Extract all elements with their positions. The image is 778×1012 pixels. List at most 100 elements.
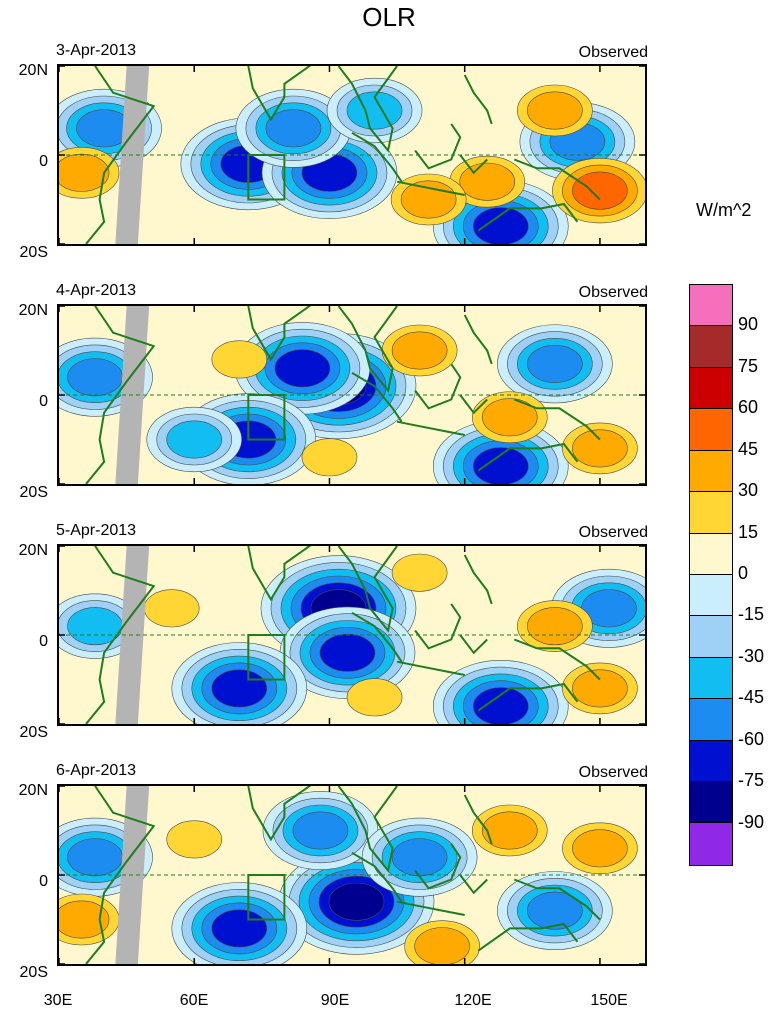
colorbar-tick-label: -15 xyxy=(738,604,765,625)
x-tick-label: 30E xyxy=(43,992,73,1009)
panel-label: Observed xyxy=(578,44,648,61)
colorbar-tick-label: -75 xyxy=(738,770,765,791)
anomaly-cell xyxy=(211,340,268,379)
map-svg xyxy=(59,66,645,244)
coastline xyxy=(396,420,465,436)
panel-date: 6-Apr-2013 xyxy=(56,762,137,779)
colorbar-tick-label: -60 xyxy=(738,728,765,749)
colorbar-tick-label: 0 xyxy=(738,563,749,583)
coastline xyxy=(351,851,403,903)
coastline xyxy=(463,74,493,125)
coastline xyxy=(459,874,488,895)
anomaly-cell xyxy=(166,820,223,859)
panel-date: 3-Apr-2013 xyxy=(56,42,137,59)
coastline xyxy=(247,786,312,842)
coastline xyxy=(247,306,312,362)
coastline xyxy=(414,123,462,170)
coastline xyxy=(459,154,488,175)
coastline xyxy=(459,634,488,655)
anomaly-cell xyxy=(361,817,478,897)
anomaly-cell xyxy=(346,678,403,717)
coastline xyxy=(247,66,312,122)
colorbar-box xyxy=(690,657,732,700)
anomaly-cell xyxy=(234,322,371,415)
colorbar-box xyxy=(690,740,732,783)
colorbar-tick-label: 60 xyxy=(738,397,759,418)
colorbar-tick-label: -30 xyxy=(738,645,765,666)
colorbar-box xyxy=(690,326,732,368)
map-frame xyxy=(57,784,647,966)
colorbar-tick-label: 15 xyxy=(738,521,759,542)
anomaly-cell xyxy=(262,791,379,870)
coastline xyxy=(477,442,579,472)
anomaly-cell xyxy=(279,606,416,700)
coastline xyxy=(463,794,493,845)
colorbar-tick-label: 45 xyxy=(738,438,759,459)
anomaly-cell xyxy=(143,589,200,628)
panel: 3-Apr-2013 Observed xyxy=(0,42,700,272)
colorbar-tick-label: -45 xyxy=(738,687,765,708)
panel-label: Observed xyxy=(578,764,648,781)
map-frame xyxy=(57,64,647,246)
map-svg xyxy=(59,306,645,484)
coastline xyxy=(463,314,493,365)
coastline xyxy=(351,131,403,183)
anomaly-cell xyxy=(562,662,638,715)
colorbar-box xyxy=(690,367,732,410)
anomaly-cell xyxy=(146,406,243,473)
coastline xyxy=(477,682,579,712)
anomaly-cell xyxy=(391,553,448,592)
y-tick-label: 20S xyxy=(19,964,48,981)
anomaly-cell xyxy=(471,804,548,857)
chart-title: OLR xyxy=(362,2,416,32)
coastline xyxy=(337,786,398,873)
colorbar-units: W/m^2 xyxy=(696,200,752,220)
coastline xyxy=(85,66,156,244)
anomaly-cell xyxy=(432,660,569,724)
coastline xyxy=(463,554,493,605)
coastline xyxy=(337,66,398,153)
target-region-box xyxy=(247,634,286,681)
anomaly-cell xyxy=(517,600,593,652)
y-tick-label: 20N xyxy=(18,782,48,799)
y-tick-label: 0 xyxy=(39,153,48,170)
map-frame xyxy=(57,304,647,486)
y-tick-label: 0 xyxy=(39,633,48,650)
target-region-box xyxy=(247,154,286,201)
colorbar-box xyxy=(690,450,732,493)
colorbar-box xyxy=(690,616,732,658)
coastline xyxy=(513,638,601,681)
coastline xyxy=(85,786,156,964)
x-tick-label: 90E xyxy=(320,992,350,1009)
coastline xyxy=(337,546,398,633)
anomaly-cell xyxy=(497,324,613,404)
colorbar-box xyxy=(690,782,732,824)
panel: 6-Apr-2013 Observed xyxy=(0,762,700,992)
panel-label: Observed xyxy=(578,524,648,541)
y-tick-label: 20S xyxy=(19,244,48,261)
coastline xyxy=(477,922,579,952)
anomaly-cell xyxy=(390,173,467,226)
anomaly-cell xyxy=(517,84,593,137)
colorbar-box xyxy=(690,533,732,575)
anomaly-cell xyxy=(562,422,638,475)
y-tick-label: 20S xyxy=(19,484,48,501)
y-tick-label: 0 xyxy=(39,873,48,890)
map-frame xyxy=(57,544,647,726)
colorbar-tick-label: 75 xyxy=(738,355,759,376)
colorbar-tick-label: 90 xyxy=(738,314,759,335)
y-tick-label: 20N xyxy=(18,542,48,559)
coastline xyxy=(247,546,312,602)
coastline xyxy=(414,363,462,410)
target-region-box xyxy=(247,874,286,921)
anomaly-cell xyxy=(552,158,645,224)
y-tick-label: 20N xyxy=(18,302,48,319)
panel: 4-Apr-2013 Observed xyxy=(0,282,700,512)
coastline xyxy=(337,306,398,393)
coastline xyxy=(351,371,403,423)
y-tick-label: 20N xyxy=(18,62,48,79)
coastline xyxy=(351,611,403,663)
colorbar-box xyxy=(690,285,732,327)
target-region-box xyxy=(247,394,286,441)
anomaly-cell xyxy=(301,438,358,477)
